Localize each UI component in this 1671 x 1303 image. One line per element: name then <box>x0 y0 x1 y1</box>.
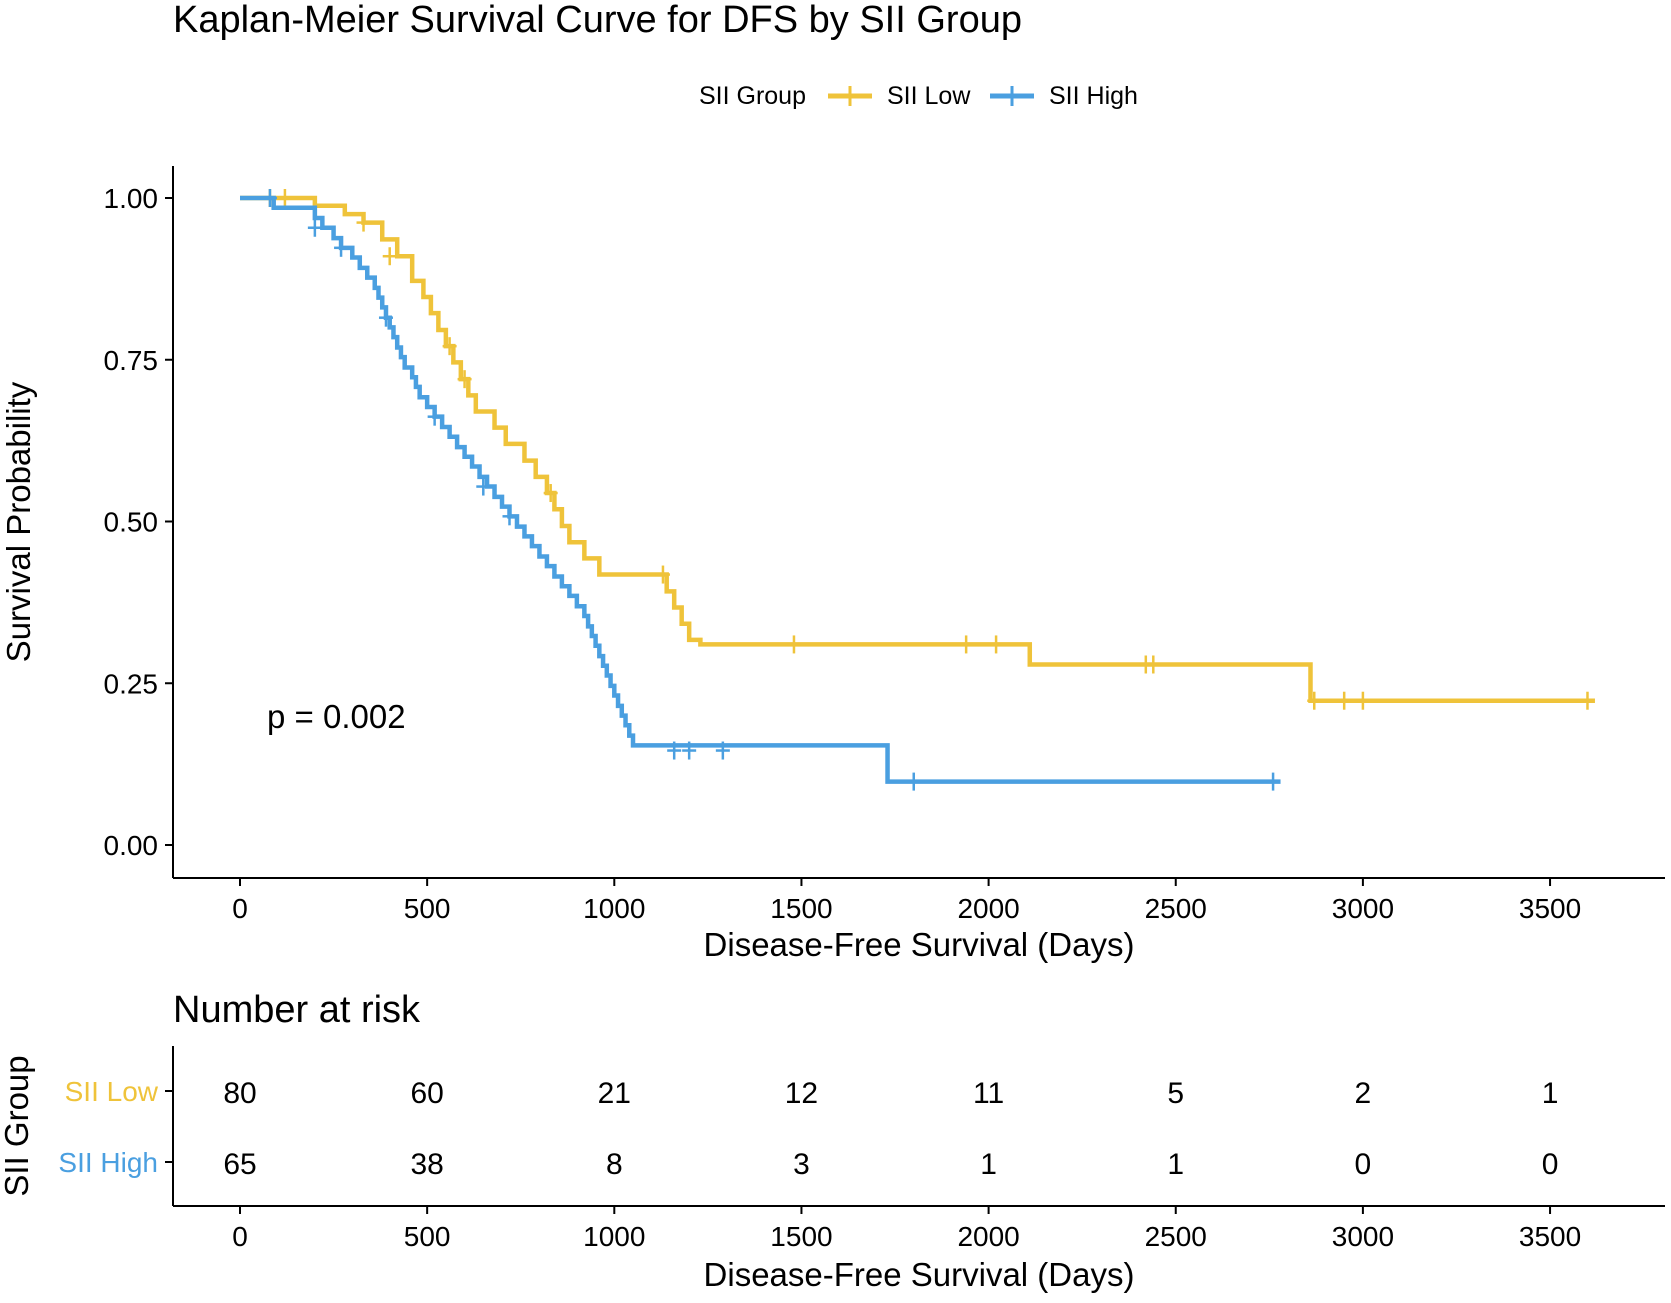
x-tick-label: 3500 <box>1519 893 1581 924</box>
risk-x-tick-label: 3500 <box>1519 1221 1581 1252</box>
p-value-annotation: p = 0.002 <box>267 698 406 735</box>
legend-item-low: SII Low <box>828 82 971 110</box>
risk-x-ticks: 0 500 1000 1500 2000 2500 3000 3500 <box>232 1206 1581 1252</box>
risk-count: 80 <box>223 1077 256 1110</box>
risk-x-tick-label: 0 <box>232 1221 248 1252</box>
x-tick-label: 2000 <box>957 893 1019 924</box>
risk-count: 0 <box>1542 1148 1559 1181</box>
risk-count: 8 <box>606 1148 623 1181</box>
legend-label-low: SII Low <box>887 82 971 110</box>
risk-count: 2 <box>1355 1077 1372 1110</box>
risk-count: 38 <box>410 1148 443 1181</box>
risk-count: 1 <box>1542 1077 1559 1110</box>
y-ticks: 0.00 0.25 0.50 0.75 1.00 <box>104 183 173 861</box>
x-tick-label: 0 <box>232 893 248 924</box>
risk-count: 3 <box>793 1148 810 1181</box>
survival-curves <box>240 189 1595 791</box>
risk-count: 21 <box>598 1077 631 1110</box>
curve-sii-high <box>240 195 1281 784</box>
legend-item-high: SII High <box>990 82 1138 110</box>
x-ticks: 0 500 1000 1500 2000 2500 3000 3500 <box>232 878 1581 924</box>
risk-count: 5 <box>1167 1077 1184 1110</box>
risk-x-axis-label: Disease-Free Survival (Days) <box>704 1256 1135 1293</box>
curve-sii-low <box>240 195 1595 703</box>
y-tick-label: 0.50 <box>104 507 159 538</box>
y-tick-label: 0.75 <box>104 345 159 376</box>
x-tick-label: 3000 <box>1332 893 1394 924</box>
chart-title: Kaplan-Meier Survival Curve for DFS by S… <box>173 0 1022 41</box>
main-plot: 0.00 0.25 0.50 0.75 1.00 0 500 1000 1500 2000 250… <box>0 166 1665 963</box>
x-tick-label: 500 <box>404 893 451 924</box>
risk-count: 60 <box>410 1077 443 1110</box>
risk-x-tick-label: 1000 <box>583 1221 645 1252</box>
risk-x-tick-label: 500 <box>404 1221 451 1252</box>
risk-x-tick-label: 2500 <box>1145 1221 1207 1252</box>
risk-x-tick-label: 1500 <box>770 1221 832 1252</box>
risk-count: 11 <box>973 1077 1004 1110</box>
y-axis-label: Survival Probability <box>0 381 37 662</box>
x-tick-label: 1500 <box>770 893 832 924</box>
y-tick-label: 1.00 <box>104 183 159 214</box>
risk-x-tick-label: 3000 <box>1332 1221 1394 1252</box>
legend-title: SII Group <box>699 82 806 110</box>
legend: SII Group SII Low SII High <box>699 82 1138 110</box>
risk-x-tick-label: 2000 <box>957 1221 1019 1252</box>
risk-table-title: Number at risk <box>173 989 421 1031</box>
risk-y-axis-label: SII Group <box>0 1055 35 1196</box>
risk-count: 1 <box>980 1148 997 1181</box>
risk-count: 0 <box>1355 1148 1372 1181</box>
legend-label-high: SII High <box>1049 82 1138 110</box>
y-tick-label: 0.00 <box>104 830 159 861</box>
x-tick-label: 1000 <box>583 893 645 924</box>
y-tick-label: 0.25 <box>104 668 159 699</box>
x-tick-label: 2500 <box>1145 893 1207 924</box>
risk-count: 65 <box>223 1148 256 1181</box>
risk-count: 1 <box>1167 1148 1184 1181</box>
risk-row-label: SII Low <box>65 1076 159 1107</box>
risk-count: 12 <box>785 1077 818 1110</box>
x-axis-label: Disease-Free Survival (Days) <box>704 926 1135 963</box>
risk-row-label: SII High <box>58 1147 158 1178</box>
